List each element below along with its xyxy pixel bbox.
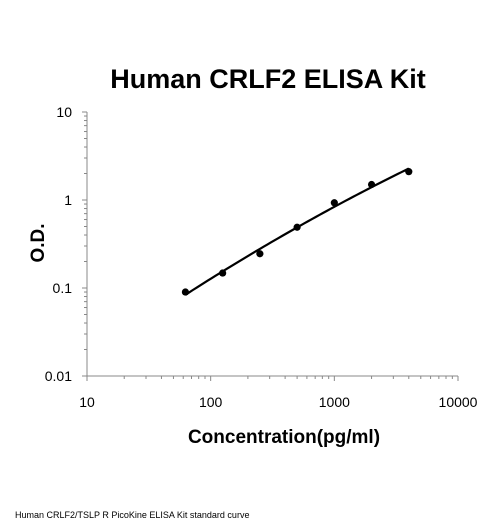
fit-curve: [184, 167, 410, 296]
x-tick-label: 100: [199, 394, 223, 410]
x-tick-label: 10: [79, 394, 95, 410]
data-points: [181, 168, 413, 296]
data-point: [367, 180, 376, 189]
y-tick-label: 1: [64, 192, 72, 208]
data-point: [181, 288, 190, 296]
data-point: [405, 168, 413, 176]
x-tick-label: 1000: [319, 394, 350, 410]
data-point: [293, 223, 301, 231]
y-axis-ticks: 0.01 0.1 1 10: [45, 104, 87, 384]
y-tick-label: 0.01: [45, 368, 72, 384]
data-point: [256, 250, 264, 258]
x-axis-ticks: 10 100 1000 10000: [79, 376, 478, 410]
data-point: [330, 199, 338, 207]
y-axis-label: O.D.: [28, 223, 49, 262]
x-axis-label: Concentration(pg/ml): [188, 427, 380, 448]
x-tick-label: 10000: [439, 394, 478, 410]
y-tick-label: 10: [56, 104, 72, 120]
figure-caption: Human CRLF2/TSLP R PicoKine ELISA Kit st…: [15, 510, 249, 520]
chart-title: Human CRLF2 ELISA Kit: [110, 64, 426, 94]
y-tick-label: 0.1: [53, 280, 73, 296]
data-point: [219, 269, 227, 277]
